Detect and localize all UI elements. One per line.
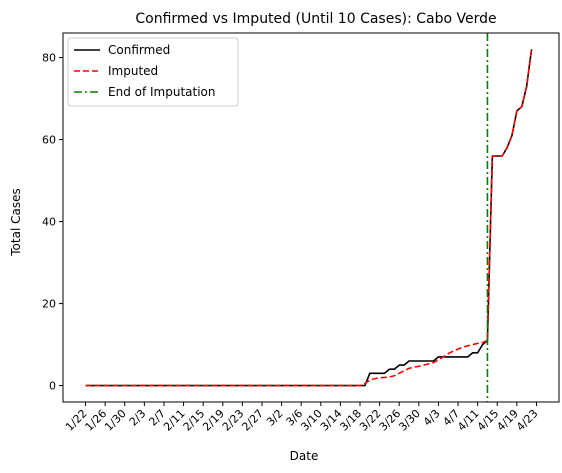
y-tick-label: 60 — [42, 134, 56, 147]
x-tick-label: 4/3 — [421, 407, 443, 429]
axes: Confirmed vs Imputed (Until 10 Cases): C… — [9, 11, 560, 463]
x-tick-label: 2/3 — [127, 407, 149, 429]
x-tick-label: 3/30 — [396, 407, 423, 434]
plot-frame — [62, 32, 560, 403]
legend-label: Confirmed — [108, 43, 170, 57]
x-tick-label: 4/23 — [514, 407, 541, 434]
y-axis-label: Total Cases — [9, 188, 23, 256]
legend-label: Imputed — [108, 64, 158, 78]
x-tick-label: 2/27 — [239, 407, 266, 434]
y-tick-label: 0 — [49, 380, 56, 393]
y-axis-ticks: 0 20 40 60 80 — [42, 52, 63, 393]
legend-label: End of Imputation — [108, 85, 216, 99]
y-tick-label: 20 — [42, 298, 56, 311]
y-tick-label: 80 — [42, 52, 56, 65]
x-tick-label: 3/2 — [264, 407, 286, 429]
series-line-imputed — [85, 49, 533, 387]
chart-title: Confirmed vs Imputed (Until 10 Cases): C… — [135, 11, 496, 27]
x-axis-ticks: 1/221/261/302/32/72/112/152/192/232/273/… — [63, 402, 541, 434]
legend: Confirmed Imputed End of Imputation — [67, 37, 239, 107]
y-tick-label: 40 — [42, 216, 56, 229]
series-layer — [85, 33, 533, 402]
x-tick-label: 1/30 — [102, 407, 129, 434]
x-axis-label: Date — [290, 449, 319, 463]
legend-box — [67, 37, 239, 107]
